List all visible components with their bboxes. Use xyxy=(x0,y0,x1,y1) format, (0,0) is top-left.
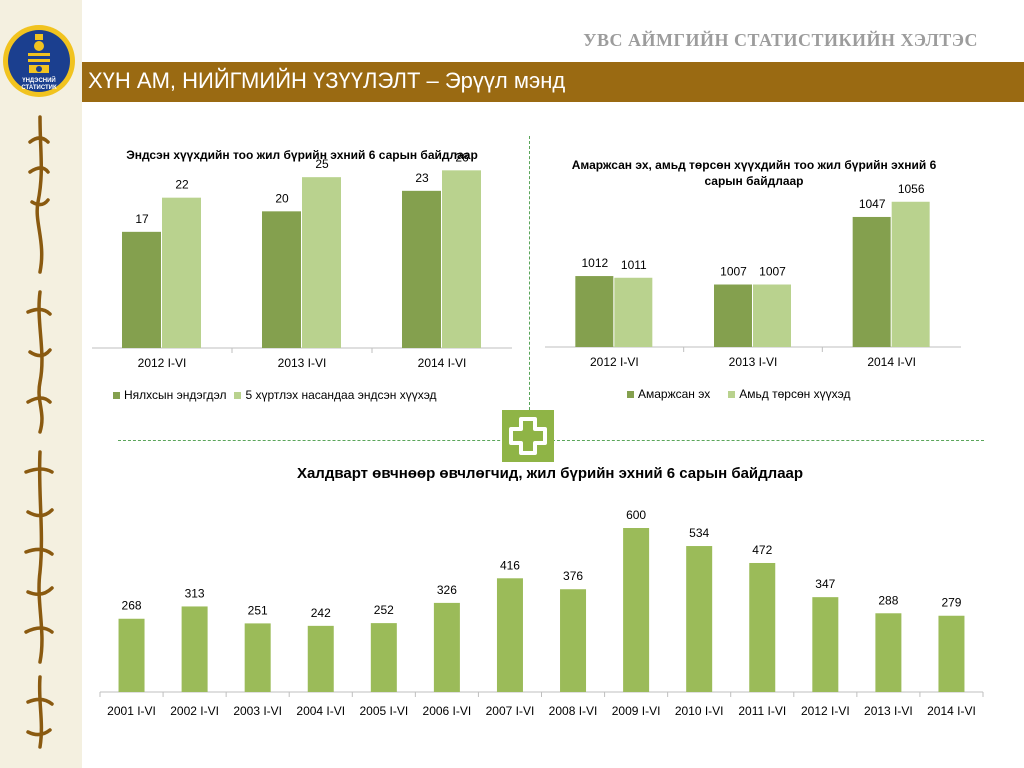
bar xyxy=(181,606,208,692)
x-tick-label: 2010 I-VI xyxy=(675,704,724,718)
legend-swatch xyxy=(728,390,736,398)
data-label: 20 xyxy=(275,191,289,205)
data-label: 600 xyxy=(626,508,646,522)
bar xyxy=(307,625,334,692)
chart2-legend-series1: Амаржсан эх xyxy=(638,387,711,401)
chart1-legend-series2: 5 хүртлэх насандаа эндсэн хүүхэд xyxy=(245,388,437,402)
data-label: 534 xyxy=(689,526,709,540)
data-label: 26 xyxy=(455,150,469,164)
chart1-title: Эндсэн хүүхдийн тоо жил бүрийн эхний 6 с… xyxy=(126,148,478,162)
bar-series2 xyxy=(302,177,341,348)
x-tick-label: 2014 I-VI xyxy=(927,704,976,718)
data-label: 268 xyxy=(122,599,142,613)
national-statistics-logo: ҮНДЭСНИЙ СТАТИСТИК xyxy=(3,25,75,97)
data-label: 25 xyxy=(315,157,329,171)
x-tick-label: 2004 I-VI xyxy=(296,704,345,718)
data-label: 1047 xyxy=(859,197,886,211)
svg-text:ҮНДЭСНИЙ: ҮНДЭСНИЙ xyxy=(22,76,56,84)
data-label: 17 xyxy=(135,212,149,226)
bar xyxy=(686,546,713,692)
legend-swatch xyxy=(113,391,120,399)
svg-text:СТАТИСТИК: СТАТИСТИК xyxy=(21,85,57,91)
data-label: 472 xyxy=(752,543,772,557)
bar xyxy=(938,615,965,692)
bar xyxy=(812,597,839,692)
banner-title: ХҮН АМ, НИЙГМИЙН ҮЗҮҮЛЭЛТ – Эрүүл мэнд xyxy=(88,68,566,93)
bar xyxy=(496,578,523,692)
x-tick-label: 2005 I-VI xyxy=(359,704,408,718)
chart1-legend-series1: Нялхсын эндэгдэл xyxy=(124,388,227,402)
legend-swatch xyxy=(627,390,634,398)
x-tick-label: 2006 I-VI xyxy=(423,704,472,718)
bar-series2 xyxy=(614,277,653,347)
bar-series1 xyxy=(714,284,752,347)
chart2-legend-series2: Амьд төрсөн хүүхэд xyxy=(739,387,851,401)
vertical-divider xyxy=(529,136,530,410)
section-banner: ХҮН АМ, НИЙГМИЙН ҮЗҮҮЛЭЛТ – Эрүүл мэнд xyxy=(82,62,1024,102)
x-tick-label: 2011 I-VI xyxy=(738,704,786,718)
medical-cross-icon xyxy=(502,410,554,462)
bar xyxy=(118,618,145,692)
data-label: 1056 xyxy=(898,182,925,196)
data-label: 251 xyxy=(248,603,268,617)
data-label: 252 xyxy=(374,603,394,617)
bar-series2 xyxy=(442,170,481,348)
data-label: 1011 xyxy=(621,258,647,272)
x-tick-label: 2002 I-VI xyxy=(170,704,219,718)
x-tick-label: 2008 I-VI xyxy=(549,704,598,718)
chart1-legend: Нялхсын эндэгдэл 5 хүртлэх насандаа эндс… xyxy=(113,388,437,402)
legend-swatch xyxy=(234,391,242,399)
data-label: 416 xyxy=(500,558,520,572)
bar xyxy=(875,613,902,692)
chart3-title: Халдварт өвчнөөр өвчлөгчид, жил бүрийн э… xyxy=(296,465,804,482)
bar-series2 xyxy=(162,197,201,348)
bar-series1 xyxy=(575,276,614,347)
x-tick-label: 2009 I-VI xyxy=(612,704,661,718)
bar-series1 xyxy=(262,211,301,348)
bar xyxy=(370,623,397,692)
x-tick-label: 2012 I-VI xyxy=(590,355,639,369)
data-label: 1007 xyxy=(720,265,747,279)
bar xyxy=(244,623,271,692)
bar xyxy=(560,589,587,692)
bar-series1 xyxy=(122,231,161,348)
data-label: 279 xyxy=(941,596,961,610)
bar-series2 xyxy=(891,201,930,347)
data-label: 376 xyxy=(563,569,583,583)
x-tick-label: 2012 I-VI xyxy=(801,704,850,718)
chart2-title: Амаржсан эх, амьд төрсөн хүүхдийн тоо жи… xyxy=(571,158,937,188)
data-label: 347 xyxy=(815,577,835,591)
x-tick-label: 2013 I-VI xyxy=(864,704,913,718)
bar-series2 xyxy=(753,284,791,347)
x-tick-label: 2014 I-VI xyxy=(418,356,467,370)
data-label: 22 xyxy=(175,178,189,192)
x-tick-label: 2003 I-VI xyxy=(233,704,282,718)
x-tick-label: 2014 I-VI xyxy=(867,355,916,369)
bar-series1 xyxy=(402,190,441,348)
data-label: 313 xyxy=(185,586,205,600)
x-tick-label: 2001 I-VI xyxy=(107,704,156,718)
bar xyxy=(623,528,650,692)
chart2-legend: Амаржсан эх Амьд төрсөн хүүхэд xyxy=(627,387,850,401)
x-tick-label: 2012 I-VI xyxy=(138,356,187,370)
data-label: 1007 xyxy=(759,265,786,279)
data-label: 326 xyxy=(437,583,457,597)
bar-series1 xyxy=(852,216,891,347)
x-tick-label: 2013 I-VI xyxy=(278,356,327,370)
x-tick-label: 2013 I-VI xyxy=(729,355,778,369)
data-label: 288 xyxy=(878,593,898,607)
x-tick-label: 2007 I-VI xyxy=(486,704,535,718)
data-label: 242 xyxy=(311,606,331,620)
mongolian-script-decoration xyxy=(24,115,54,749)
bar xyxy=(433,602,460,692)
org-title: УВС АЙМГИЙН СТАТИСТИКИЙН ХЭЛТЭС xyxy=(583,30,978,50)
data-label: 23 xyxy=(415,171,429,185)
bar xyxy=(749,562,776,692)
data-label: 1012 xyxy=(581,256,608,270)
